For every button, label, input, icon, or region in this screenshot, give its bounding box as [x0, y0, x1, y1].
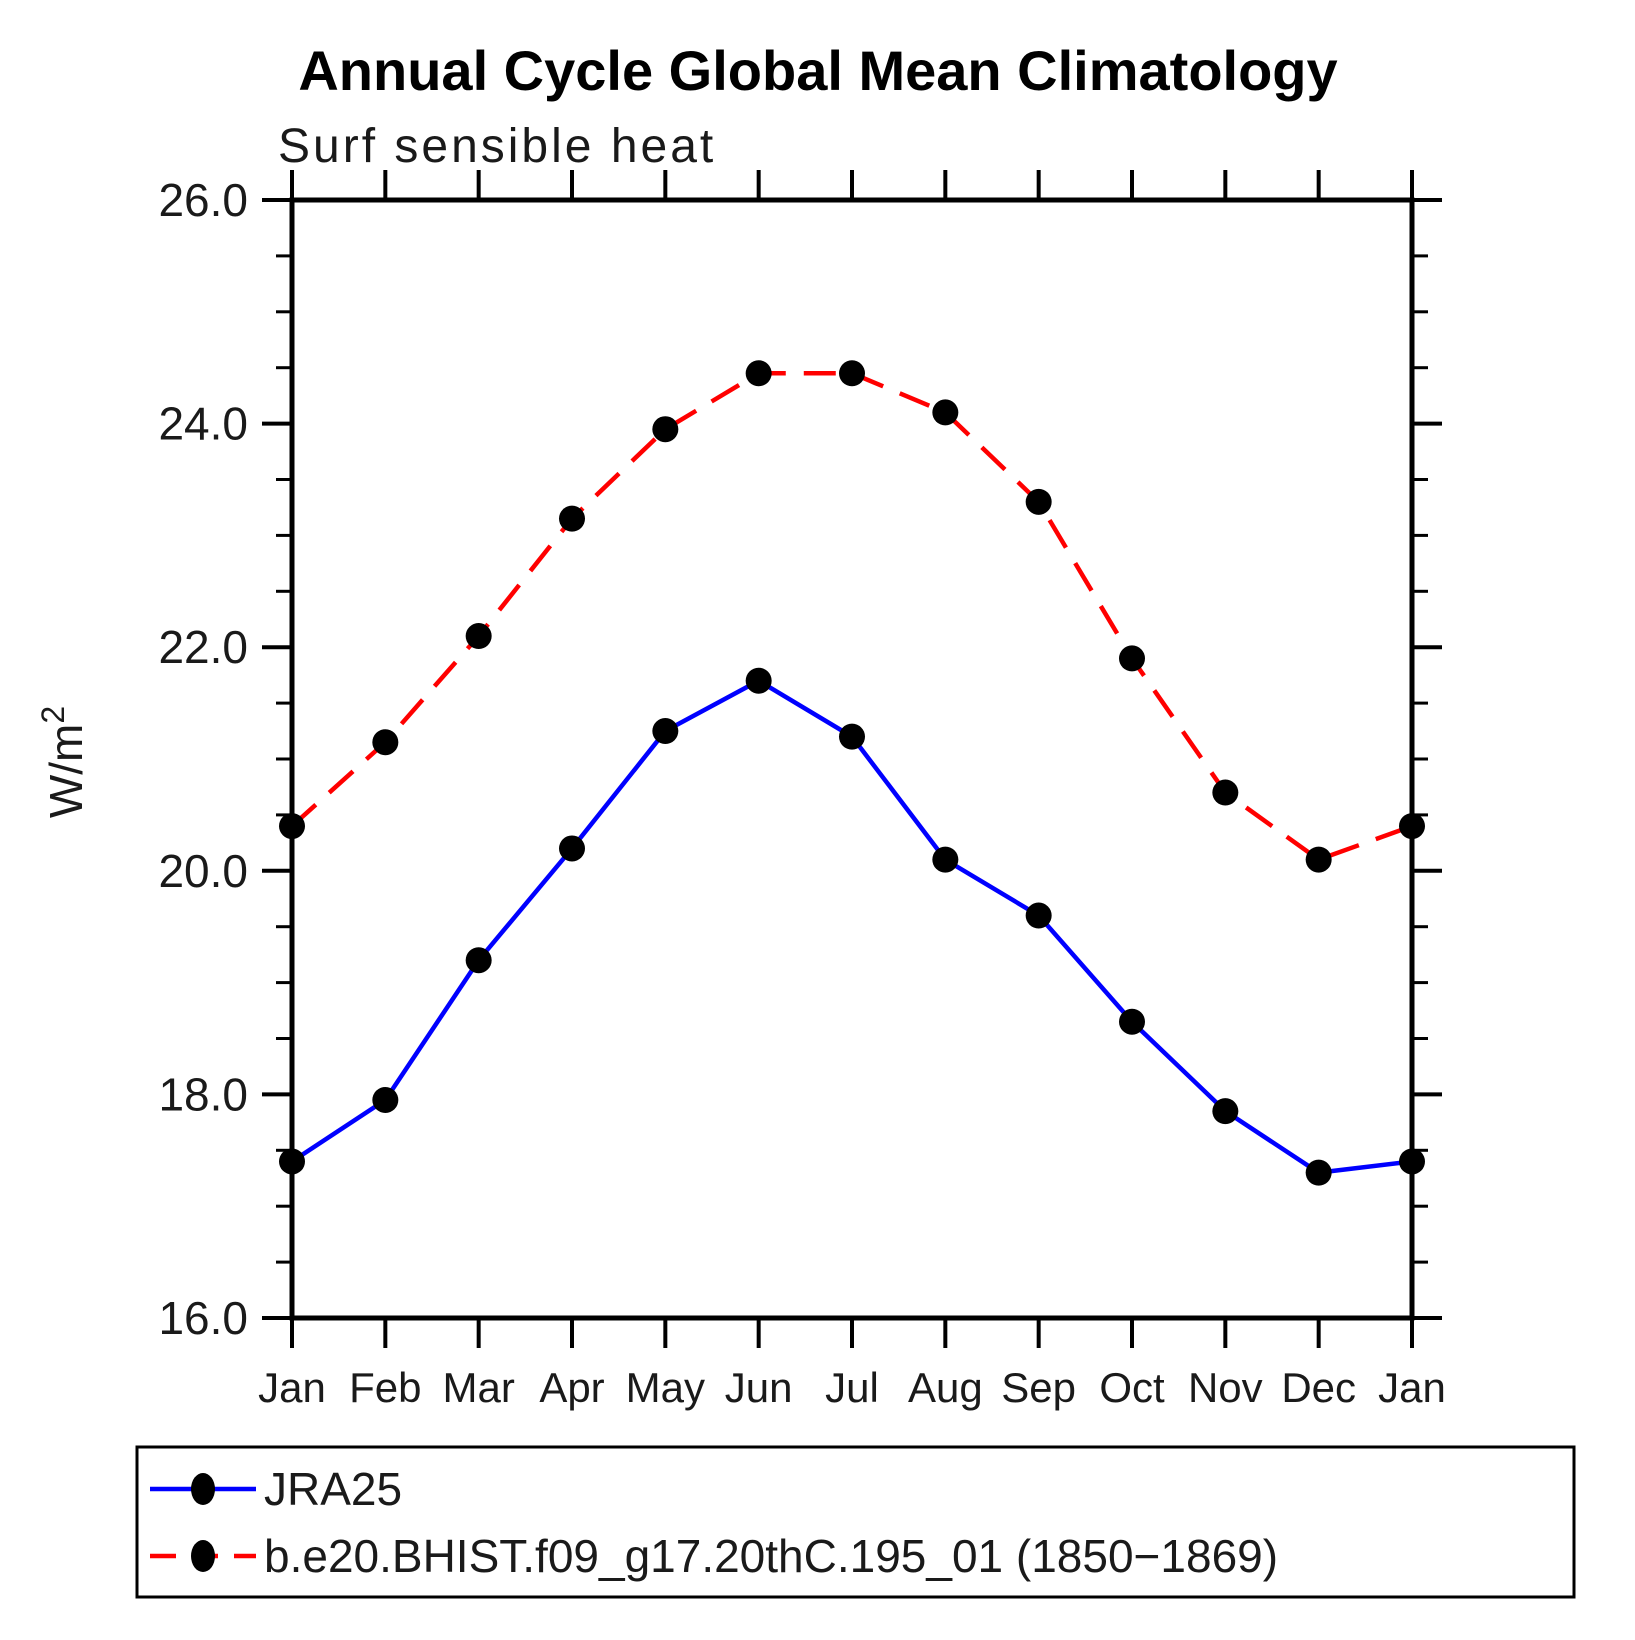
x-tick-label: Apr	[539, 1364, 604, 1411]
x-tick-label: Mar	[442, 1364, 514, 1411]
data-point-marker	[839, 360, 865, 387]
data-point-marker	[559, 835, 585, 862]
x-tick-label: Aug	[908, 1364, 983, 1411]
data-point-marker	[1305, 846, 1332, 873]
x-tick-label: Oct	[1099, 1364, 1165, 1411]
axes: 16.0 18.0 20.0 22.0 24.0 26.0 Jan Feb Mar Apr May J…	[158, 170, 1446, 1411]
chart-subtitle: Surf sensible heat	[278, 120, 716, 173]
x-tick-label: Dec	[1281, 1364, 1356, 1411]
x-tick-label: Jul	[825, 1364, 879, 1411]
data-point-marker	[652, 416, 679, 443]
y-tick-label: 16.0	[158, 1292, 248, 1344]
x-tick-label: Jan	[258, 1364, 326, 1411]
x-tick-label: Jun	[725, 1364, 793, 1411]
data-point-marker	[279, 1148, 305, 1175]
plot-series	[279, 360, 1425, 1186]
y-tick-label: 24.0	[158, 398, 248, 450]
data-point-marker	[465, 623, 492, 650]
data-point-marker	[465, 947, 492, 974]
data-point-marker	[1119, 645, 1145, 672]
legend-box	[135, 1445, 1576, 1599]
y-tick-label: 20.0	[158, 845, 248, 897]
data-point-marker	[1399, 1148, 1425, 1175]
y-tick-label: 26.0	[158, 174, 248, 226]
data-point-marker	[559, 505, 585, 532]
x-tick-label: May	[626, 1364, 705, 1411]
legend-marker	[191, 1473, 215, 1505]
data-point-marker	[932, 399, 959, 426]
chart-title: Annual Cycle Global Mean Climatology	[298, 39, 1337, 102]
y-tick-label: 18.0	[158, 1068, 248, 1120]
data-point-marker	[652, 718, 679, 745]
legend-marker	[191, 1540, 215, 1572]
x-tick-label: Feb	[349, 1364, 421, 1411]
x-tick-label: Jan	[1378, 1364, 1446, 1411]
data-point-marker	[745, 667, 772, 694]
data-point-marker	[1305, 1159, 1332, 1186]
data-point-marker	[745, 360, 772, 387]
y-tick-label: 22.0	[158, 621, 248, 673]
data-point-marker	[1212, 1098, 1239, 1125]
data-point-marker	[1025, 488, 1052, 515]
data-point-marker	[1025, 902, 1052, 929]
legend-label: b.e20.BHIST.f09_g17.20thC.195_01 (1850−1…	[264, 1530, 1278, 1582]
legend-label: JRA25	[264, 1463, 402, 1515]
data-point-marker	[1399, 813, 1425, 840]
data-point-marker	[279, 813, 305, 840]
y-axis-label: W/m2	[35, 706, 92, 818]
data-point-marker	[839, 723, 865, 750]
data-point-marker	[372, 729, 399, 756]
data-point-marker	[932, 846, 959, 873]
legend: JRA25 b.e20.BHIST.f09_g17.20thC.195_01 (1…	[135, 1445, 1576, 1599]
x-tick-label: Sep	[1001, 1364, 1076, 1411]
data-point-marker	[1119, 1008, 1145, 1035]
data-point-marker	[372, 1086, 399, 1113]
x-tick-label: Nov	[1188, 1364, 1263, 1411]
data-point-marker	[1212, 779, 1239, 806]
series-line-model	[290, 371, 1413, 863]
series-line-jra25	[290, 678, 1413, 1175]
